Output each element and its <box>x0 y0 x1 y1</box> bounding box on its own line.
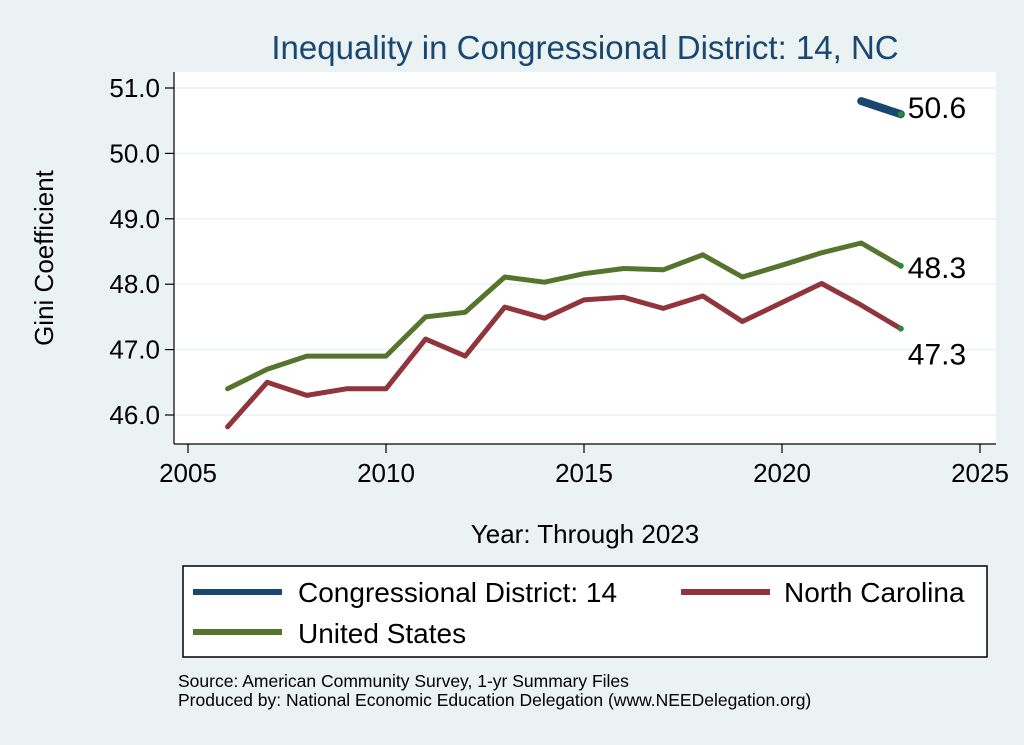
series-line-north-carolina <box>225 281 904 430</box>
chart-title: Inequality in Congressional District: 14… <box>271 29 898 66</box>
x-tick-label: 2020 <box>753 458 811 488</box>
series-end-marker-north-carolina <box>897 325 904 332</box>
y-tick-label: 51.0 <box>109 73 160 103</box>
series-lines <box>225 97 905 430</box>
gridlines <box>174 87 996 416</box>
y-tick-label: 46.0 <box>109 400 160 430</box>
y-tick-label: 48.0 <box>109 269 160 299</box>
y-tick-label: 49.0 <box>109 204 160 234</box>
source-notes: Source: American Community Survey, 1-yr … <box>178 672 811 710</box>
y-axis-label: Gini Coefficient <box>29 169 59 346</box>
x-axis-label: Year: Through 2023 <box>471 519 699 549</box>
legend-label-north-carolina: North Carolina <box>784 577 965 608</box>
series-line-congressional-district-14 <box>857 97 905 119</box>
x-tick-label: 2010 <box>357 458 415 488</box>
end-labels: 50.6 47.3 48.3 <box>908 92 966 372</box>
x-tick-label: 2005 <box>159 458 217 488</box>
source-text: Source: American Community Survey, 1-yr … <box>178 671 629 691</box>
plot-area <box>174 72 996 444</box>
x-tick-label: 2025 <box>951 458 1009 488</box>
series-end-marker-united-states <box>897 262 904 269</box>
axes: 46.0 47.0 48.0 49.0 50.0 51.0 2005 2010 2015 2020… <box>109 72 1009 488</box>
y-tick-label: 47.0 <box>109 335 160 365</box>
legend: Congressional District: 14 North Carolin… <box>182 565 988 658</box>
end-label-north-carolina: 47.3 <box>908 339 966 372</box>
series-line-united-states <box>225 240 904 392</box>
legend-label-united-states: United States <box>298 618 466 649</box>
end-label-congressional-district-14: 50.6 <box>908 92 966 125</box>
series-end-marker-congressional-district-14 <box>897 111 904 118</box>
legend-label-district: Congressional District: 14 <box>298 577 617 608</box>
x-tick-label: 2015 <box>555 458 613 488</box>
legend-box <box>182 565 988 658</box>
y-tick-label: 50.0 <box>109 138 160 168</box>
produced-by-text: Produced by: National Economic Education… <box>178 690 812 710</box>
end-label-united-states: 48.3 <box>908 252 966 285</box>
